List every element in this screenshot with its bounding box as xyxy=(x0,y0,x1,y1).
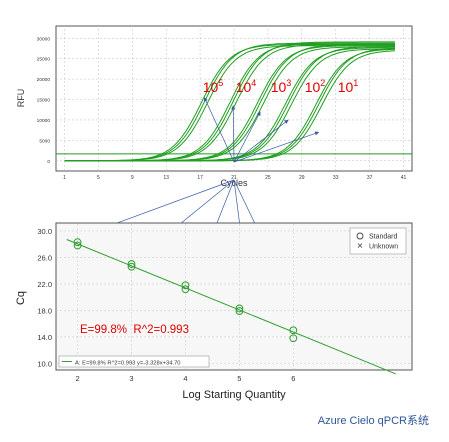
amp-y-tick-label: 0 xyxy=(47,159,50,165)
standard-point xyxy=(127,260,136,268)
amp-x-tick-label: 9 xyxy=(131,175,134,181)
arrow-to-amplification-curve xyxy=(204,97,235,163)
std-x-tick-label: 4 xyxy=(183,374,187,383)
fit-legend-text: A: E=99.8% R^2=0.993 y=-3.328x+34.70 xyxy=(75,361,181,367)
amplification-curve-5 xyxy=(64,50,396,162)
dilution-label: 104 xyxy=(236,78,257,95)
amp-y-tick-label: 30000 xyxy=(37,36,51,42)
std-x-tick-label: 5 xyxy=(237,374,241,383)
std-legend-box xyxy=(349,227,407,255)
amp-y-axis-label: RFU xyxy=(16,89,26,108)
std-x-tick-label: 6 xyxy=(291,374,295,383)
standard-point xyxy=(235,307,244,315)
legend-unknown-label: Unknown xyxy=(369,244,398,251)
fit-legend-box xyxy=(58,355,210,368)
amp-x-tick-label: 21 xyxy=(231,175,237,181)
std-y-axis-label: Cq xyxy=(15,291,27,305)
std-y-tick-label: 26.0 xyxy=(37,253,52,262)
std-x-axis-label: Log Starting Quantity xyxy=(182,389,286,401)
amp-y-tick-label: 25000 xyxy=(37,57,51,63)
standard-point xyxy=(289,326,298,335)
std-legend: Standard ✕ Unknown xyxy=(349,227,407,255)
amp-x-tick-label: 13 xyxy=(163,175,169,181)
std-x-tick-labels: 2 3 4 5 6 xyxy=(75,374,295,383)
standard-point xyxy=(73,238,82,247)
amp-y-tick-label: 5000 xyxy=(39,138,50,144)
dilution-label: 105 xyxy=(203,78,224,95)
std-y-tick-label: 10.0 xyxy=(37,359,52,368)
standard-legend-marker xyxy=(356,232,364,240)
amp-y-tick-labels: 0 5000 10000 15000 20000 25000 30000 xyxy=(37,36,51,165)
standard-point xyxy=(73,241,82,250)
std-x-tick-label: 3 xyxy=(129,374,133,383)
amp-x-tick-label: 25 xyxy=(265,175,271,181)
std-y-tick-label: 14.0 xyxy=(37,333,52,342)
dilution-label: 101 xyxy=(338,78,359,95)
standard-point xyxy=(235,304,244,313)
efficiency-annotation: E=99.8% R^2=0.993 xyxy=(80,324,189,336)
standard-point xyxy=(181,285,190,294)
std-y-tick-label: 30.0 xyxy=(37,227,52,236)
arrow-to-amplification-curve xyxy=(233,131,320,163)
standard-point xyxy=(181,281,190,290)
amp-y-tick-label: 20000 xyxy=(37,77,51,83)
amp-x-tick-label: 17 xyxy=(197,175,203,181)
amp-x-tick-label: 33 xyxy=(333,175,339,181)
standard-point xyxy=(289,334,298,343)
amp-x-tick-label: 29 xyxy=(299,175,305,181)
arrow-to-amplification-curve xyxy=(231,105,236,163)
dilution-label: 103 xyxy=(271,78,292,95)
amp-y-tick-label: 15000 xyxy=(37,98,51,104)
arrow-to-amplification-curve xyxy=(233,111,261,163)
standard-points xyxy=(73,238,298,343)
std-y-tick-labels: 10.0 14.0 18.0 22.0 26.0 30.0 xyxy=(37,227,52,368)
regression-line xyxy=(66,239,397,375)
standard-point xyxy=(127,262,136,271)
std-y-tick-label: 18.0 xyxy=(37,306,52,315)
unknown-legend-marker: ✕ xyxy=(357,242,364,251)
standard-curve-plot: 10.0 14.0 18.0 22.0 26.0 30.0 2 3 4 5 6 E=99.8% R… xyxy=(15,222,413,401)
amp-x-tick-label: 41 xyxy=(401,175,407,181)
std-x-tick-label: 2 xyxy=(75,374,79,383)
fit-legend: A: E=99.8% R^2=0.993 y=-3.328x+34.70 xyxy=(58,355,210,368)
amp-y-tick-label: 10000 xyxy=(37,118,51,124)
arrow-to-amplification-curve xyxy=(233,119,289,163)
amp-x-tick-labels: 1 5 9 13 17 21 25 29 33 37 41 xyxy=(63,175,406,181)
amplification-plot: 0 5000 10000 15000 20000 25000 30000 1 5 9 13 17 21… xyxy=(16,25,413,188)
amp-x-tick-label: 5 xyxy=(97,175,100,181)
dilution-label: 102 xyxy=(305,78,326,95)
dilution-labels: 105 104 103 102 101 xyxy=(203,78,359,95)
std-y-tick-label: 22.0 xyxy=(37,280,52,289)
amp-x-tick-label: 37 xyxy=(367,175,373,181)
amp-x-tick-label: 1 xyxy=(63,175,66,181)
amplification-curves xyxy=(64,41,396,162)
figure-caption: Azure Cielo qPCR系统 xyxy=(317,415,429,427)
legend-standard-label: Standard xyxy=(369,234,398,241)
